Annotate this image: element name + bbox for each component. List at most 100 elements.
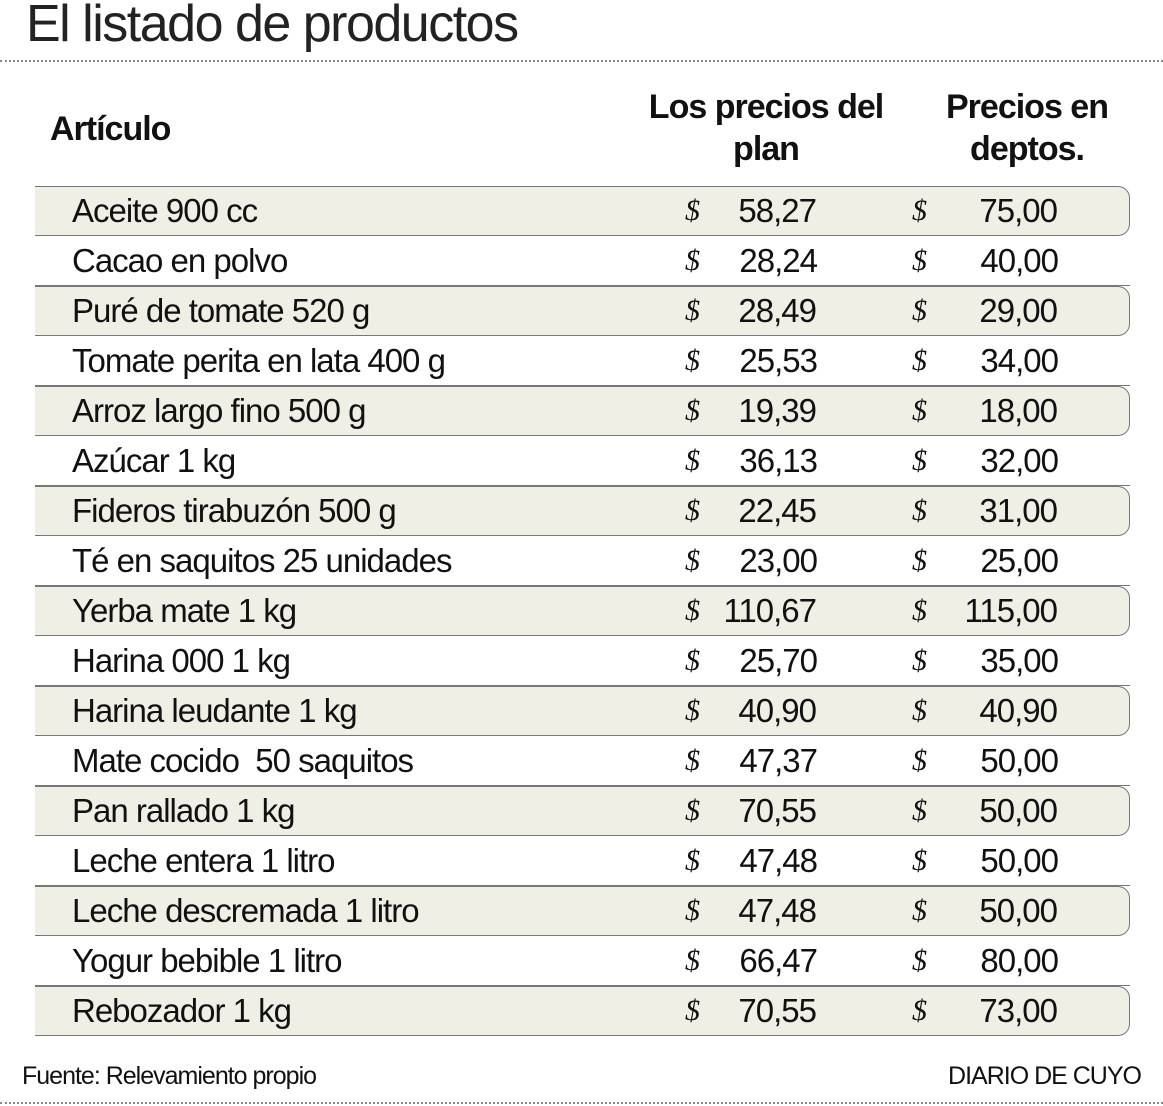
- column-header: Los precios del plan: [648, 88, 884, 168]
- price-deptos: 50,00: [980, 742, 1059, 779]
- currency: $: [912, 444, 927, 477]
- price-plan: 47,48: [738, 891, 817, 929]
- currency: $: [912, 644, 927, 677]
- currency: $: [685, 744, 700, 777]
- price-deptos: 73,00: [979, 991, 1058, 1029]
- table-row: Cacao en polvo $28,24 $40,00: [35, 236, 1130, 286]
- divider: [0, 60, 1163, 62]
- table-row: Rebozador 1 kg $70,55 $73,00: [35, 986, 1130, 1036]
- price-deptos: 40,00: [980, 242, 1059, 279]
- currency: $: [912, 344, 927, 377]
- price-plan: 19,39: [738, 391, 817, 429]
- price-deptos: 29,00: [979, 291, 1058, 329]
- price-deptos: 31,00: [979, 491, 1058, 529]
- price-plan: 66,47: [739, 942, 818, 979]
- table-row: Té en saquitos 25 unidades $23,00 $25,00: [35, 536, 1130, 586]
- currency: $: [685, 644, 700, 677]
- currency: $: [685, 844, 700, 877]
- price-plan: 40,90: [738, 691, 817, 729]
- price-deptos: 50,00: [979, 891, 1058, 929]
- price-plan: 70,55: [738, 991, 817, 1029]
- row-line: [35, 385, 1130, 386]
- price-deptos: 18,00: [979, 391, 1058, 429]
- table-row: Pan rallado 1 kg $70,55 $50,00: [35, 786, 1130, 836]
- currency: $: [685, 593, 700, 627]
- price-plan: 58,27: [738, 191, 817, 229]
- divider: [0, 1102, 1163, 1104]
- currency: $: [912, 244, 927, 277]
- item-name: Aceite 900 cc: [72, 191, 258, 229]
- currency: $: [912, 893, 927, 927]
- price-deptos: 34,00: [980, 342, 1059, 379]
- brand: DIARIO DE CUYO: [948, 1062, 1142, 1090]
- price-plan: 25,70: [739, 642, 818, 679]
- price-deptos: 115,00: [964, 591, 1058, 629]
- currency: $: [685, 893, 700, 927]
- item-name: Rebozador 1 kg: [72, 991, 292, 1029]
- table-row: Harina 000 1 kg $25,70 $35,00: [35, 636, 1130, 686]
- table-row: Azúcar 1 kg $36,13 $32,00: [35, 436, 1130, 486]
- table-row: Leche entera 1 litro $47,48 $50,00: [35, 836, 1130, 886]
- item-name: Harina leudante 1 kg: [72, 691, 358, 729]
- table-row: Harina leudante 1 kg $40,90 $40,90: [35, 686, 1130, 736]
- currency: $: [912, 693, 927, 727]
- table-row: Puré de tomate 520 g $28,49 $29,00: [35, 286, 1130, 336]
- price-deptos: 80,00: [980, 942, 1059, 979]
- item-name: Leche descremada 1 litro: [72, 891, 420, 929]
- price-plan: 25,53: [739, 342, 818, 379]
- currency: $: [685, 244, 700, 277]
- table-row: Tomate perita en lata 400 g $25,53 $34,00: [35, 336, 1130, 386]
- currency: $: [912, 493, 927, 527]
- price-deptos: 75,00: [979, 191, 1058, 229]
- currency: $: [685, 993, 700, 1027]
- row-line: [35, 285, 1130, 286]
- currency: $: [912, 393, 927, 427]
- item-name: Puré de tomate 520 g: [72, 291, 370, 329]
- currency: $: [685, 393, 700, 427]
- table-row: Aceite 900 cc $58,27 $75,00: [35, 186, 1130, 236]
- price-deptos: 40,90: [979, 691, 1058, 729]
- table-row: Leche descremada 1 litro $47,48 $50,00: [35, 886, 1130, 936]
- price-deptos: 32,00: [980, 442, 1059, 479]
- title: El listado de productos: [26, 0, 519, 53]
- currency: $: [912, 793, 927, 827]
- item-name: Cacao en polvo: [72, 242, 288, 279]
- price-plan: 28,49: [738, 291, 817, 329]
- item-name: Fideros tirabuzón 500 g: [72, 491, 397, 529]
- table-row: Mate cocido 50 saquitos $47,37 $50,00: [35, 736, 1130, 786]
- currency: $: [685, 944, 700, 977]
- currency: $: [912, 744, 927, 777]
- row-line: [35, 485, 1130, 486]
- item-name: Leche entera 1 litro: [72, 842, 336, 879]
- currency: $: [912, 944, 927, 977]
- row-line: [35, 585, 1130, 586]
- row-line: [35, 785, 1130, 786]
- item-name: Arroz largo fino 500 g: [72, 391, 367, 429]
- row-line: [35, 985, 1130, 986]
- price-plan: 110,67: [723, 591, 817, 629]
- price-deptos: 25,00: [980, 542, 1059, 579]
- price-deptos: 35,00: [980, 642, 1059, 679]
- currency: $: [912, 844, 927, 877]
- currency: $: [685, 344, 700, 377]
- item-name: Té en saquitos 25 unidades: [72, 542, 452, 579]
- currency: $: [685, 544, 700, 577]
- price-plan: 70,55: [738, 791, 817, 829]
- column-header: Precios en deptos.: [946, 88, 1109, 168]
- price-plan: 23,00: [739, 542, 818, 579]
- item-name: Yerba mate 1 kg: [72, 591, 297, 629]
- currency: $: [685, 693, 700, 727]
- currency: $: [912, 544, 927, 577]
- source: Fuente: Relevamiento propio: [22, 1062, 317, 1090]
- currency: $: [912, 293, 927, 327]
- price-plan: 36,13: [739, 442, 818, 479]
- price-plan: 22,45: [738, 491, 817, 529]
- currency: $: [685, 793, 700, 827]
- currency: $: [685, 293, 700, 327]
- currency: $: [685, 444, 700, 477]
- item-name: Harina 000 1 kg: [72, 642, 291, 679]
- price-deptos: 50,00: [979, 791, 1058, 829]
- price-plan: 47,37: [739, 742, 818, 779]
- table-row: Yerba mate 1 kg $110,67 $115,00: [35, 586, 1130, 636]
